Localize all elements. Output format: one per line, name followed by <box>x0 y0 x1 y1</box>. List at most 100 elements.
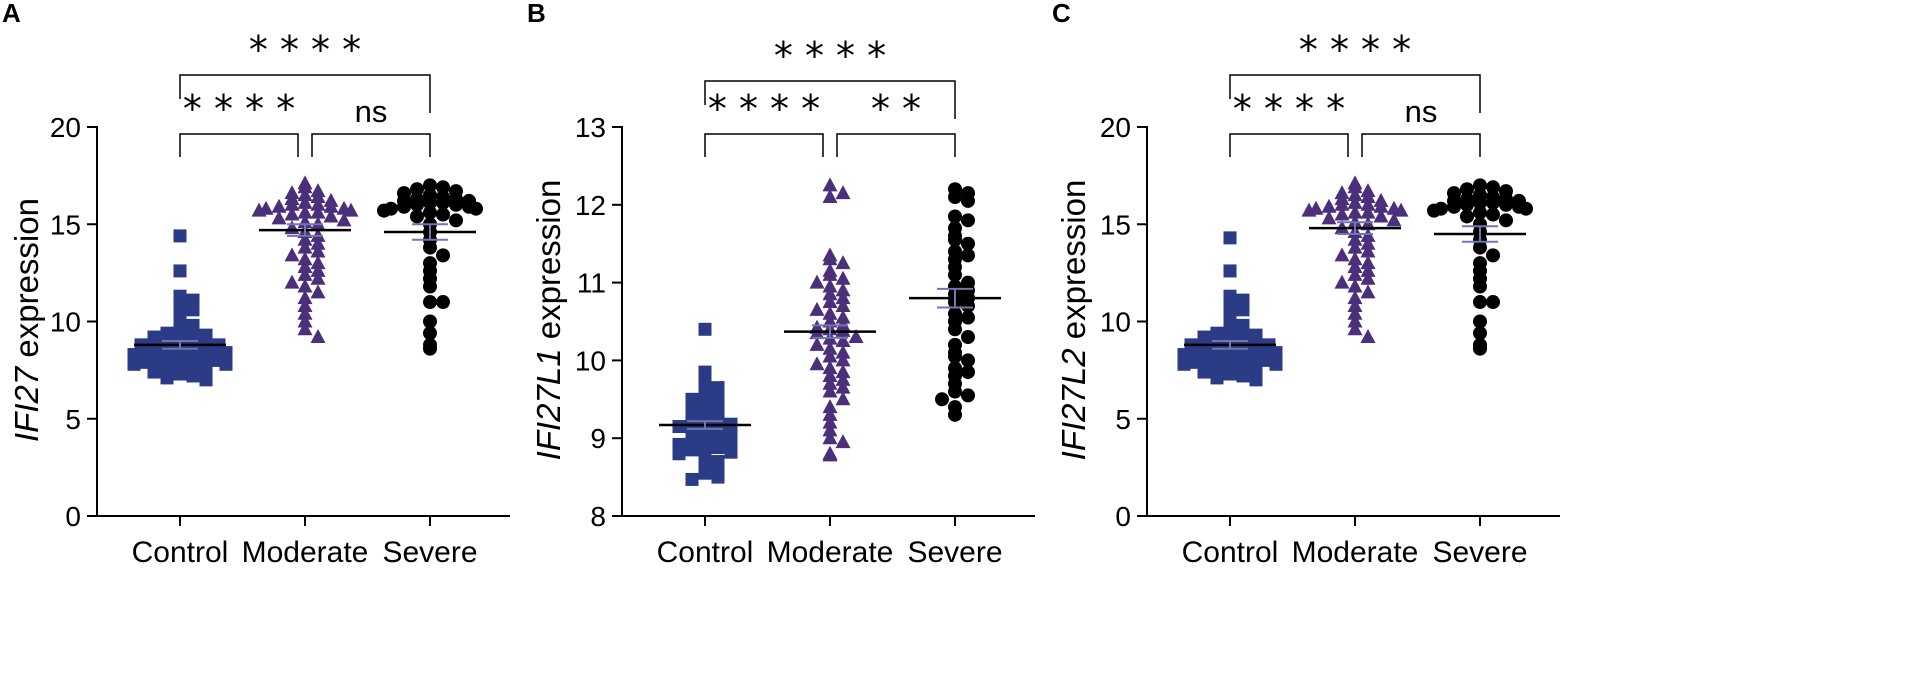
series-control <box>659 322 751 486</box>
data-point <box>822 294 838 309</box>
x-category-label: Moderate <box>242 536 369 569</box>
data-point <box>423 178 437 193</box>
data-point <box>1486 195 1500 210</box>
significance-bracket <box>179 133 299 157</box>
data-point <box>297 290 313 305</box>
data-point <box>1360 255 1376 270</box>
data-point <box>284 206 300 221</box>
data-point <box>1223 231 1237 245</box>
data-point <box>271 210 287 225</box>
data-point <box>410 209 424 224</box>
data-point <box>685 443 699 457</box>
y-axis-label-suffix: expression <box>1055 180 1092 349</box>
data-point <box>1473 341 1487 356</box>
data-point <box>1360 204 1376 219</box>
data-point <box>219 357 233 371</box>
data-point <box>685 472 699 486</box>
data-point <box>310 204 326 219</box>
data-point <box>1499 197 1513 212</box>
data-point <box>1360 243 1376 258</box>
y-tick-label: 15 <box>50 209 81 240</box>
data-point <box>835 255 851 270</box>
data-point <box>1347 290 1363 305</box>
series-moderate <box>251 175 359 344</box>
data-point <box>297 313 313 328</box>
data-point <box>160 371 174 385</box>
data-point <box>410 197 424 212</box>
data-point <box>1223 264 1237 278</box>
data-point <box>336 212 352 227</box>
data-point <box>397 199 411 214</box>
data-point <box>1334 206 1350 221</box>
data-point <box>297 179 313 194</box>
data-point <box>1347 231 1363 246</box>
data-point <box>284 247 300 262</box>
y-tick-label: 12 <box>575 190 606 221</box>
data-point <box>1177 357 1191 371</box>
data-point <box>948 267 962 282</box>
data-point <box>297 204 313 219</box>
data-point <box>251 202 267 217</box>
data-point <box>1460 209 1474 224</box>
data-point <box>835 270 851 285</box>
data-point <box>822 313 838 328</box>
series-moderate <box>1301 175 1409 344</box>
y-tick-label: 0 <box>1115 501 1131 532</box>
x-category-label: Severe <box>382 536 477 569</box>
data-point <box>1347 239 1363 254</box>
data-point <box>724 435 738 449</box>
y-tick-label: 13 <box>575 112 606 143</box>
data-point <box>1347 278 1363 293</box>
x-category-label: Control <box>132 536 229 569</box>
data-point <box>835 371 851 386</box>
data-point <box>449 213 463 228</box>
data-point <box>698 385 712 399</box>
data-point <box>1197 365 1211 379</box>
y-axis-gene-name: IFI27L1 <box>530 348 567 460</box>
significance-label: * * * * <box>1233 87 1345 131</box>
data-point <box>1347 313 1363 328</box>
data-point <box>1473 178 1487 193</box>
y-axis-label: IFI27 expression <box>8 198 45 442</box>
y-tick-label: 20 <box>1100 112 1131 143</box>
data-point <box>809 356 825 371</box>
data-point <box>1386 212 1402 227</box>
significance-bracket <box>1229 133 1349 157</box>
data-point <box>1427 203 1441 218</box>
series-severe <box>377 178 483 356</box>
data-point <box>822 177 838 192</box>
data-point <box>423 326 437 341</box>
data-point <box>835 332 851 347</box>
data-point <box>1486 295 1500 310</box>
data-point <box>423 295 437 310</box>
data-point <box>835 344 851 359</box>
panel-a: A 0 5 10 15 20 Control Moderate Severe IFI27 expr… <box>2 0 510 569</box>
panel-letter: B <box>527 0 546 28</box>
data-point <box>835 290 851 305</box>
y-tick-label: 0 <box>65 501 81 532</box>
data-point <box>961 193 975 208</box>
significance-label: * * * * <box>183 87 295 131</box>
data-point <box>835 185 851 200</box>
data-point <box>1347 297 1363 312</box>
data-point <box>1360 189 1376 204</box>
data-point <box>835 352 851 367</box>
data-point <box>423 314 437 329</box>
data-point <box>186 303 200 317</box>
data-point <box>297 187 313 202</box>
data-point <box>310 329 326 344</box>
data-point <box>310 235 326 250</box>
data-point <box>173 299 187 313</box>
data-point <box>423 279 437 294</box>
data-point <box>1321 198 1337 213</box>
series-control <box>127 229 233 387</box>
significance-bracket <box>704 80 956 119</box>
data-point <box>672 447 686 461</box>
y-axis-gene-name: IFI27L2 <box>1055 348 1092 460</box>
data-point <box>822 399 838 414</box>
data-point <box>835 297 851 312</box>
data-point <box>310 284 326 299</box>
data-point <box>1347 194 1363 209</box>
data-point <box>961 298 975 313</box>
data-point <box>297 266 313 281</box>
